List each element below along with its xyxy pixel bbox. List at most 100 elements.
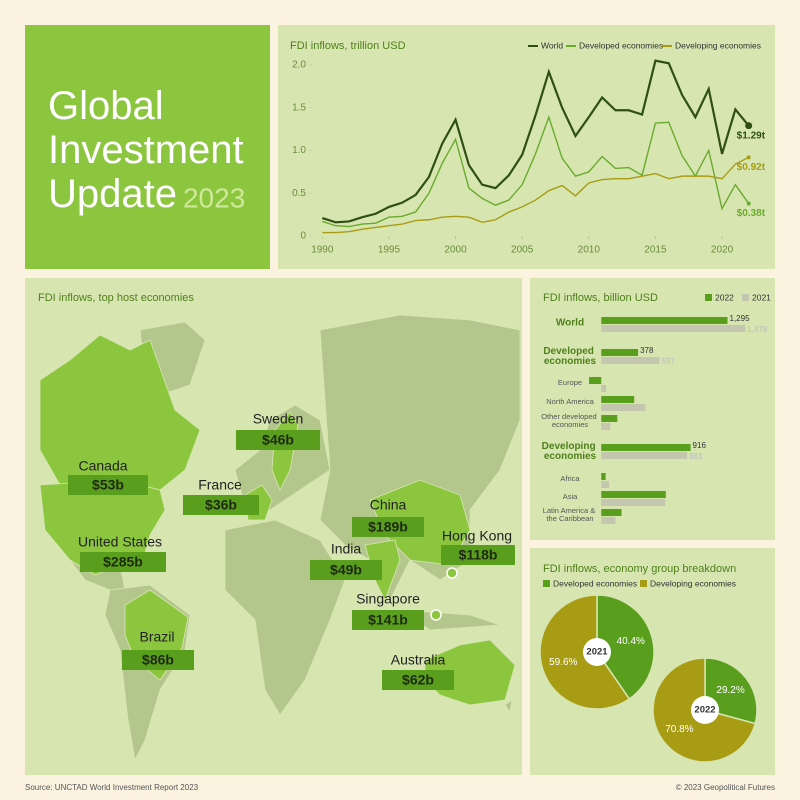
category-label: Other developed economies <box>541 412 599 429</box>
bar <box>589 377 602 384</box>
value-box <box>80 552 166 572</box>
value-label: $62b <box>402 672 434 688</box>
pie-center <box>583 638 611 666</box>
legend-label: World <box>541 40 563 50</box>
x-tick-label: 2010 <box>578 245 601 256</box>
bar <box>601 499 666 506</box>
bar <box>601 452 688 459</box>
legend-label: Developed economies <box>553 578 637 588</box>
chart-title: FDI inflows, billion USD <box>543 292 658 304</box>
value-label: $118b <box>459 547 498 563</box>
line-series <box>322 156 749 234</box>
legend-label: Developing economies <box>650 578 736 588</box>
value-box <box>183 495 259 515</box>
value-label: 1,478 <box>747 325 768 334</box>
pie-year: 2022 <box>694 705 715 716</box>
pie-year: 2021 <box>586 647 608 658</box>
bar <box>601 317 728 324</box>
chart-title: FDI inflows, economy group breakdown <box>543 563 736 575</box>
category-label: Latin America & the Caribbean <box>543 506 598 523</box>
bar <box>601 491 666 498</box>
x-tick-label: 1990 <box>311 245 334 256</box>
value-label: $49b <box>330 562 362 578</box>
bar <box>601 481 610 488</box>
legend-label: 2022 <box>715 292 734 302</box>
value-box <box>441 545 515 565</box>
country-name: China <box>370 497 407 513</box>
country-name: India <box>331 541 362 557</box>
line-panel <box>278 25 775 269</box>
category-label: North America <box>546 397 594 406</box>
bar <box>601 325 746 332</box>
bar <box>601 385 607 392</box>
category-label: Africa <box>560 474 580 483</box>
bar <box>601 444 691 451</box>
category-label: Asia <box>563 492 578 501</box>
end-label: $1.29t <box>737 130 766 141</box>
value-box <box>310 560 382 580</box>
hong-kong-dot <box>446 567 458 579</box>
legend-swatch <box>640 580 647 587</box>
country-name: Singapore <box>356 591 420 607</box>
y-tick-label: 0.5 <box>292 188 306 199</box>
country-name: Canada <box>78 458 127 474</box>
end-label: $0.38t <box>737 208 766 219</box>
category-label: Developed economies <box>543 346 596 367</box>
category-label: World <box>556 318 584 329</box>
value-box <box>68 475 148 495</box>
end-label: $0.92t <box>737 162 766 173</box>
title-block <box>25 25 270 269</box>
bar <box>601 415 618 422</box>
slice-label: 40.4% <box>617 636 645 647</box>
country-name: Sweden <box>253 411 304 427</box>
line-series <box>321 59 750 224</box>
value-label: $189b <box>368 519 408 535</box>
line-series <box>322 114 750 228</box>
source: Source: UNCTAD World Investment Report 2… <box>25 783 199 792</box>
title: Global Investment Update <box>48 84 255 216</box>
country-name: United States <box>78 534 162 550</box>
value-label: $86b <box>142 652 174 668</box>
singapore-dot <box>430 609 442 621</box>
bar <box>601 349 639 356</box>
x-tick-label: 2015 <box>644 245 667 256</box>
y-tick-label: 0 <box>300 231 306 242</box>
map-title: FDI inflows, top host economies <box>38 292 194 304</box>
category-label: Europe <box>558 378 582 387</box>
x-tick-label: 1995 <box>378 245 401 256</box>
country-name: Australia <box>391 652 446 668</box>
bar <box>601 517 616 524</box>
bar <box>601 357 660 364</box>
end-point <box>746 201 751 206</box>
slice-label: 59.6% <box>549 657 577 668</box>
value-box <box>236 430 320 450</box>
value-label: $36b <box>205 497 237 513</box>
value-box <box>352 517 424 537</box>
value-label: 1,295 <box>730 314 751 323</box>
legend-swatch <box>543 580 550 587</box>
value-label: $46b <box>262 432 294 448</box>
chart-title: FDI inflows, trillion USD <box>290 40 406 52</box>
value-label: 597 <box>661 357 675 366</box>
end-point <box>745 122 753 130</box>
pie-center <box>691 696 719 724</box>
value-label: $53b <box>92 477 124 493</box>
title-year: 2023 <box>183 182 245 213</box>
value-box <box>352 610 424 630</box>
bar <box>601 473 606 480</box>
value-label: $285b <box>103 554 143 570</box>
y-tick-label: 2.0 <box>292 60 306 71</box>
bar <box>601 396 635 403</box>
pie-slice <box>596 594 655 700</box>
x-tick-label: 2000 <box>444 245 467 256</box>
legend-swatch <box>742 294 749 301</box>
category-label: Developing economies <box>542 441 599 462</box>
legend-label: Developing economies <box>675 40 761 50</box>
legend-swatch <box>705 294 712 301</box>
bar <box>601 423 611 430</box>
value-box <box>382 670 454 690</box>
legend-label: 2021 <box>752 292 771 302</box>
value-label: 378 <box>640 346 654 355</box>
legend-label: Developed economies <box>579 40 663 50</box>
x-tick-label: 2005 <box>511 245 534 256</box>
